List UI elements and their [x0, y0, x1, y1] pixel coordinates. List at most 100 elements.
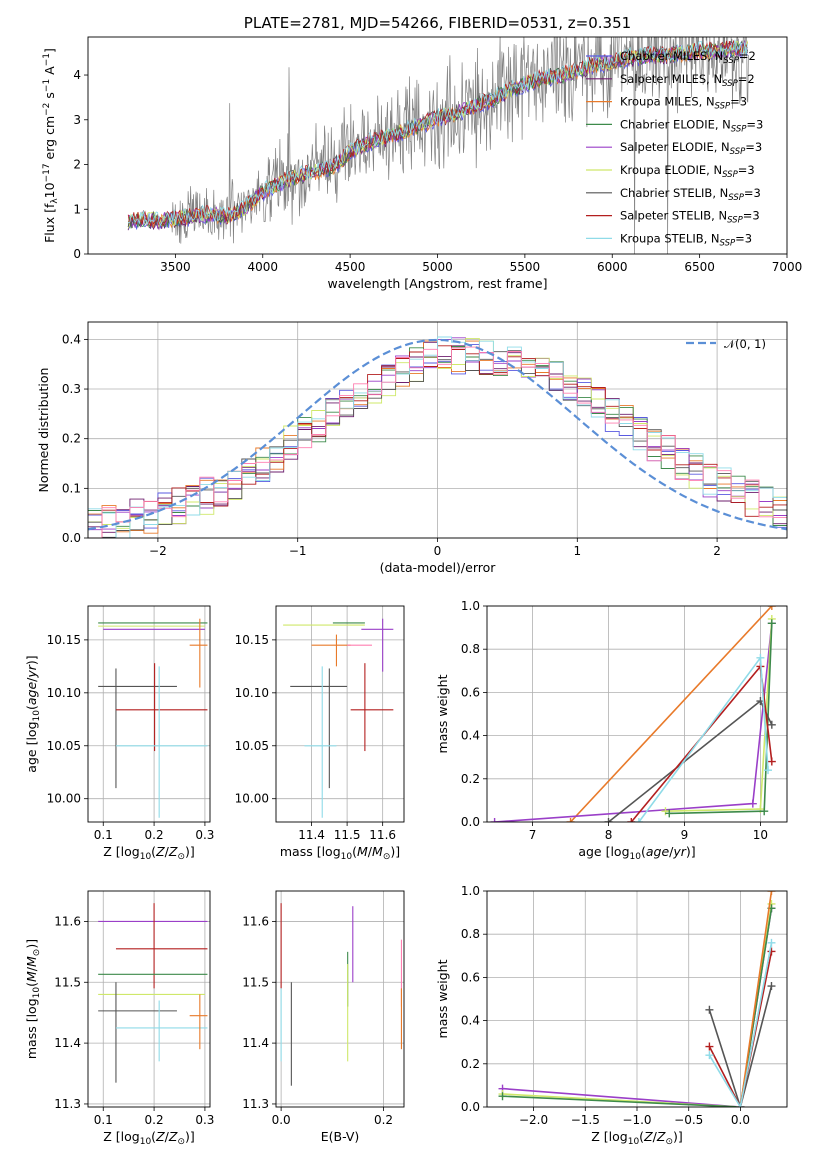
- x-tick-label: 0.3: [195, 828, 214, 842]
- x-tick-label: −1.0: [622, 1113, 651, 1127]
- x-tick-label: −0.5: [674, 1113, 703, 1127]
- legend-entry-7: Chabrier STELIB, NSSP=3: [620, 186, 761, 203]
- y-tick-label: 1.0: [461, 599, 480, 613]
- plus-marker: [767, 982, 776, 991]
- plus-marker: [566, 818, 575, 822]
- plus-marker: [634, 818, 643, 822]
- plus-marker: [705, 1042, 714, 1051]
- chart-weight_vs_Z: −2.0 −1.5 −1.0 −0.5 0.0 0.0 0.2 0.4 0.6 0.8 1.0 Z […: [435, 884, 788, 1147]
- chart-title: PLATE=2781, MJD=54266, FIBERID=0531, z=0…: [244, 14, 631, 32]
- x-tick-label: 11.5: [334, 828, 361, 842]
- x-tick-label: 0.0: [731, 1113, 750, 1127]
- age_vs_mass-grid: [276, 606, 404, 822]
- errorbar-point-7: [115, 666, 208, 818]
- chart-weight_vs_age: 7 8 9 10 0.0 0.2 0.4 0.6 0.8 1.0 age [log10(age/yr…: [435, 599, 788, 862]
- x-axis-label: Z [log10(Z/Z⊙)]: [591, 1129, 683, 1147]
- residuals-axes: −2 −1 0 1 2 0.0 0.1 0.2 0.3 0.4 (data-model)/error…: [36, 321, 788, 575]
- y-tick-label: 11.4: [242, 1036, 269, 1050]
- errorbar-point-4: [311, 634, 351, 667]
- errorbar-point-2: [361, 618, 394, 672]
- residuals-frame: [87, 321, 788, 539]
- mass_vs_Z-frame: [87, 890, 211, 1108]
- x-tick-label: 11.6: [369, 828, 396, 842]
- x-tick-label: 9: [681, 828, 689, 842]
- weight-series-5: [604, 697, 776, 822]
- y-axis-label: mass [log10(M/M⊙)]: [24, 939, 42, 1059]
- y-tick-label: 0.2: [461, 1057, 480, 1071]
- y-tick-label: 10.00: [235, 792, 269, 806]
- mass_vs_ebv-frame: [275, 890, 405, 1108]
- x-axis-label: wavelength [Angstrom, rest frame]: [327, 276, 547, 291]
- x-tick-label: 2: [713, 544, 721, 558]
- y-tick-label: 0.4: [461, 1014, 480, 1028]
- legend-entry-1: Chabrier MILES, NSSP=2: [620, 49, 756, 66]
- series-line: [708, 985, 773, 1107]
- mass_vs_Z-grid: [88, 891, 210, 1107]
- y-tick-label: 4: [73, 68, 81, 82]
- x-axis-label: mass [log10(M/M⊙)]: [280, 844, 400, 862]
- plus-marker: [767, 606, 776, 610]
- age_vs_mass-plot-area: [283, 618, 394, 818]
- y-tick-label: 11.5: [54, 975, 81, 989]
- mass_vs_ebv-grid: [276, 891, 404, 1107]
- chart-mass_vs_ebv: 0.0 0.2 11.3 11.4 11.5 11.6 E(B-V): [242, 890, 405, 1144]
- plus-marker: [736, 1103, 745, 1107]
- residuals-legend: 𝒩(0, 1): [686, 337, 766, 351]
- series-line: [494, 623, 773, 822]
- mass_vs_ebv-plot-area: [280, 903, 402, 1086]
- y-axis-label: mass weight: [435, 959, 450, 1038]
- legend-entry-2: Salpeter MILES, NSSP=2: [620, 72, 755, 89]
- y-tick-label: 1: [73, 202, 81, 216]
- x-tick-label: 8: [605, 828, 613, 842]
- legend-entry-4: Chabrier ELODIE, NSSP=3: [620, 117, 763, 134]
- chart-residuals: −2 −1 0 1 2 0.0 0.1 0.2 0.3 0.4 (data-model)/error…: [36, 321, 788, 575]
- x-tick-label: −1.5: [571, 1113, 600, 1127]
- mass_vs_ebv-axes: 0.0 0.2 11.3 11.4 11.5 11.6 E(B-V): [242, 890, 405, 1144]
- y-tick-label: 0.0: [461, 1100, 480, 1114]
- errorbar-point-4: [189, 618, 208, 688]
- plus-marker: [748, 799, 757, 808]
- y-tick-label: 1.0: [461, 884, 480, 898]
- x-axis-label: age [log10(age/yr)]: [578, 844, 695, 862]
- x-tick-label: 1: [573, 544, 581, 558]
- y-axis-label: age [log10(age/yr)]: [24, 655, 42, 772]
- y-tick-label: 0.0: [461, 815, 480, 829]
- x-axis-label: Z [log10(Z/Z⊙)]: [103, 1129, 195, 1147]
- y-tick-label: 11.3: [242, 1097, 269, 1111]
- mass_vs_Z-plot-area: [98, 903, 208, 1083]
- y-tick-label: 0.8: [461, 927, 480, 941]
- plus-marker: [604, 818, 613, 822]
- spectrum-legend: Chabrier MILES, NSSP=2 Salpeter MILES, NS…: [586, 49, 763, 248]
- plus-marker: [705, 1051, 714, 1060]
- age_vs_Z-axes: 0.1 0.2 0.3 10.00 10.05 10.10 10.15 Z [log10(Z/…: [24, 605, 214, 862]
- weight-series-7: [705, 938, 776, 1107]
- mass_vs_Z-axes: 0.1 0.2 0.3 11.3 11.4 11.5 11.6 Z [log10(Z/Z⊙)]…: [24, 890, 214, 1147]
- legend-entry-8: Salpeter STELIB, NSSP=3: [620, 209, 760, 226]
- y-tick-label: 2: [73, 158, 81, 172]
- y-tick-label: 11.6: [242, 914, 269, 928]
- residuals-plot-area: [88, 336, 787, 538]
- plus-marker: [767, 947, 776, 956]
- histogram-step-10: [88, 346, 787, 538]
- weight_vs_Z-axes: −2.0 −1.5 −1.0 −0.5 0.0 0.0 0.2 0.4 0.6 0.8 1.0 Z […: [435, 884, 788, 1147]
- y-tick-label: 10.00: [47, 792, 81, 806]
- age_vs_Z-frame: [87, 605, 211, 823]
- spectrum-plot-area: [127, 37, 749, 254]
- errorbar-point-6: [350, 663, 394, 752]
- plus-marker: [767, 619, 776, 628]
- y-axis-label: Normed distribution: [36, 368, 51, 493]
- plus-marker: [764, 766, 773, 775]
- y-tick-label: 11.3: [54, 1097, 81, 1111]
- age_vs_Z-plot-area: [98, 618, 208, 818]
- x-tick-label: 0: [434, 544, 442, 558]
- spectrum-axes: 3500 4000 4500 5000 5500 6000 6500 7000 0 1 2 3 4 wav…: [42, 36, 802, 291]
- y-tick-label: 0.4: [461, 729, 480, 743]
- weight_vs_age-plot-area: [490, 606, 776, 822]
- y-tick-label: 10.10: [235, 686, 269, 700]
- series-line: [502, 908, 773, 1107]
- x-tick-label: 0.2: [145, 1113, 164, 1127]
- plus-marker: [490, 818, 499, 822]
- age_vs_mass-frame: [275, 605, 405, 823]
- legend-entry-5: Salpeter ELODIE, NSSP=3: [620, 140, 762, 157]
